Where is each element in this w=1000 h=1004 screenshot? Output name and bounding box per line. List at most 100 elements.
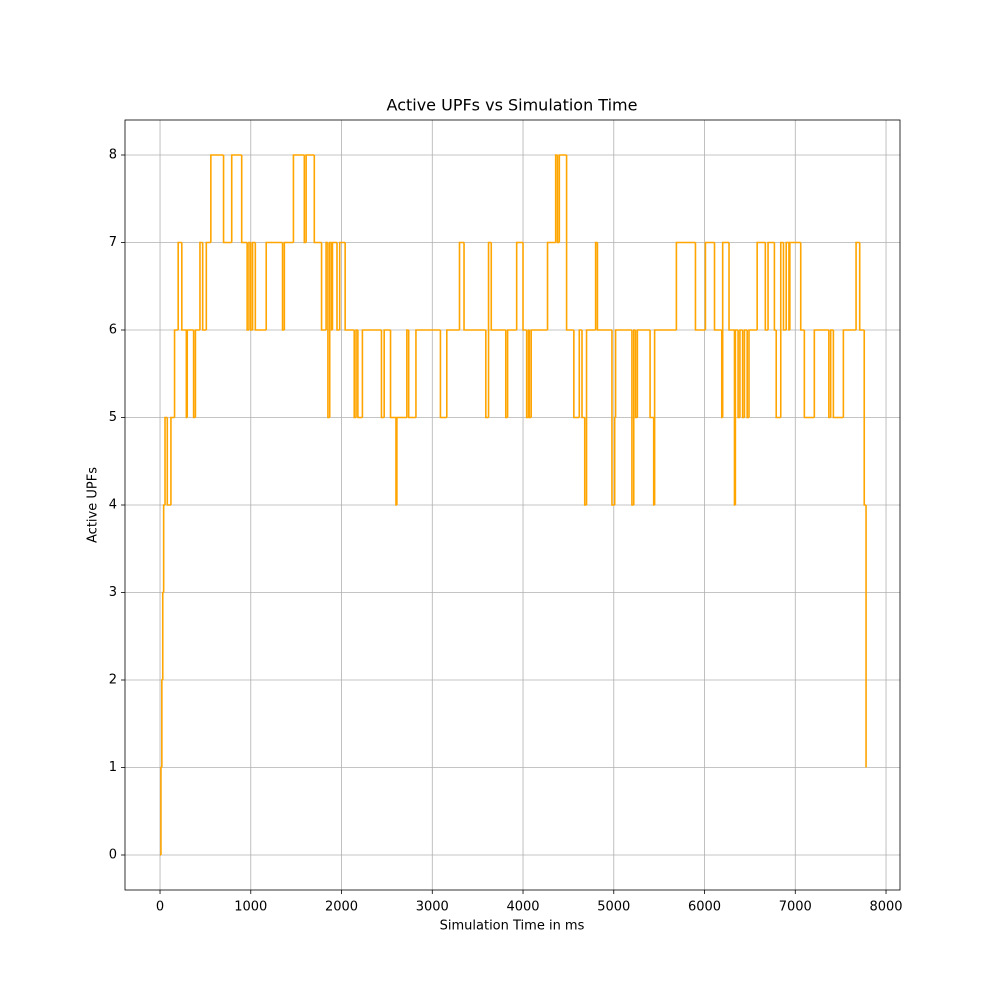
step-segment	[636, 329, 651, 418]
step-segment	[331, 241, 337, 330]
y-tick-label: 2	[109, 673, 117, 688]
step-segment	[170, 416, 175, 505]
step-segment	[522, 242, 527, 331]
step-segment	[205, 241, 211, 330]
step-segment	[764, 242, 769, 331]
x-tick-label: 6000	[688, 900, 721, 915]
step-segment	[779, 241, 784, 418]
x-tick-label: 3000	[416, 900, 449, 915]
step-segment	[565, 155, 574, 331]
step-segment	[558, 154, 567, 243]
step-segment	[389, 330, 396, 419]
step-segment	[739, 329, 743, 418]
step-segment	[161, 679, 163, 768]
step-segment	[748, 329, 758, 418]
step-segment	[767, 241, 775, 330]
x-tick-label: 0	[156, 900, 164, 915]
step-segment	[265, 241, 283, 330]
step-segment	[756, 241, 766, 330]
step-segment	[161, 591, 164, 680]
step-segment	[194, 329, 200, 418]
step-segment	[721, 241, 730, 418]
x-tick-label: 4000	[506, 900, 539, 915]
step-segment	[383, 329, 391, 418]
y-tick-label: 6	[109, 323, 117, 338]
step-segment	[344, 242, 355, 331]
step-segment	[611, 330, 615, 506]
step-segment	[283, 241, 294, 330]
step-segment	[292, 154, 305, 243]
step-segment	[230, 154, 242, 243]
step-segment	[713, 242, 722, 331]
step-segment	[842, 329, 857, 418]
chart-title: Active UPFs vs Simulation Time	[387, 96, 638, 115]
step-segment	[573, 330, 580, 419]
step-segment	[585, 329, 596, 505]
step-segment	[160, 766, 162, 855]
step-segment	[694, 242, 706, 331]
step-segment	[578, 329, 583, 418]
step-segment	[829, 329, 834, 418]
step-segment	[313, 155, 322, 244]
step-segment	[407, 330, 416, 419]
x-tick-label: 7000	[779, 900, 812, 915]
y-tick-label: 0	[109, 848, 117, 863]
step-segment	[463, 242, 486, 331]
x-tick-label: 2000	[325, 900, 358, 915]
step-segment	[201, 242, 207, 331]
step-segment	[799, 242, 805, 331]
step-segment	[186, 329, 194, 418]
step-segment	[222, 155, 232, 244]
step-segment	[490, 242, 506, 331]
x-tick-label: 1000	[234, 900, 267, 915]
step-segment	[439, 330, 447, 419]
step-segment	[813, 329, 829, 418]
step-segment	[338, 241, 346, 330]
step-segment	[181, 242, 187, 331]
step-segment	[251, 241, 256, 330]
step-segment	[336, 242, 340, 331]
step-segment	[506, 329, 517, 418]
y-axis-label: Active UPFs	[86, 467, 101, 543]
step-segment	[415, 329, 441, 418]
step-segment	[614, 329, 632, 418]
y-tick-label: 1	[109, 760, 117, 775]
y-tick-label: 8	[109, 148, 117, 163]
step-segment	[485, 330, 489, 419]
step-segment	[581, 330, 585, 419]
step-segment	[458, 241, 465, 330]
step-segment	[803, 330, 815, 419]
step-segment	[649, 330, 654, 419]
step-segment	[596, 242, 612, 331]
x-tick-label: 5000	[597, 900, 630, 915]
step-segment	[546, 241, 556, 330]
x-tick-label: 8000	[869, 900, 902, 915]
y-tick-label: 4	[109, 498, 117, 513]
step-segment	[728, 242, 735, 331]
step-segment	[858, 242, 865, 331]
step-segment	[832, 330, 844, 419]
step-segment	[173, 329, 179, 418]
y-tick-label: 3	[109, 585, 117, 600]
step-segment	[743, 329, 748, 418]
x-axis-label: Simulation Time in ms	[440, 919, 585, 934]
step-segment	[177, 241, 182, 330]
step-segment	[210, 154, 224, 243]
step-segment	[487, 241, 492, 418]
step-segment	[782, 242, 787, 331]
step-segment	[789, 241, 801, 330]
step-segment	[515, 241, 524, 330]
step-segment	[305, 154, 315, 243]
step-segment	[240, 155, 248, 244]
step-segment	[361, 329, 382, 418]
step-segment	[775, 330, 781, 419]
step-segment	[166, 417, 171, 506]
step-segment	[613, 416, 616, 505]
step-segment	[320, 242, 327, 331]
step-segment	[380, 330, 385, 419]
step-segment	[653, 329, 677, 505]
step-segment	[675, 241, 696, 330]
step-segment	[704, 241, 715, 330]
y-tick-label: 5	[109, 410, 117, 425]
